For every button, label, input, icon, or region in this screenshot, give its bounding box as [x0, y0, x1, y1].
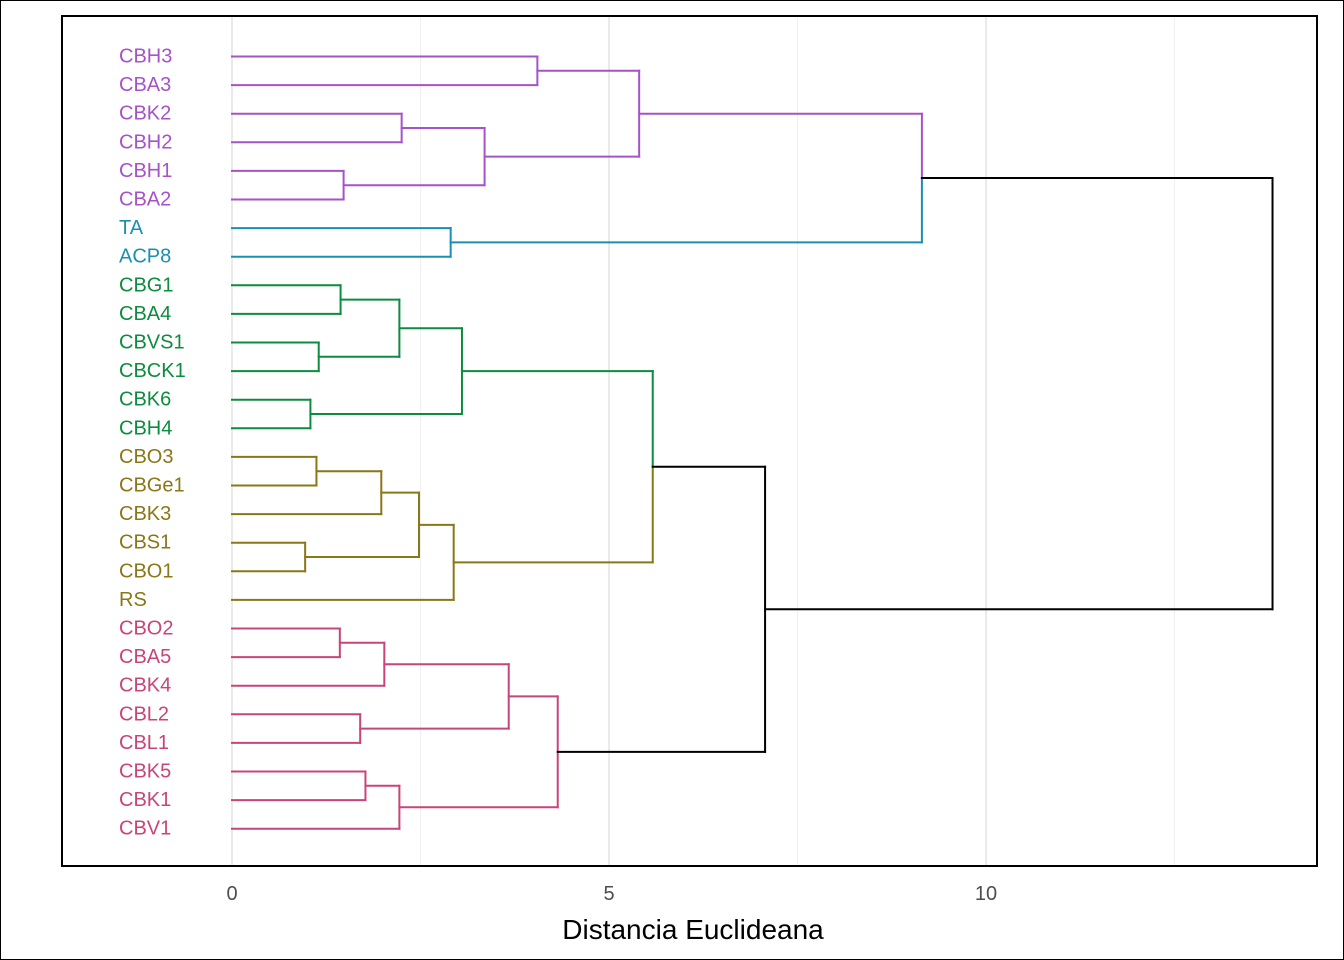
- leaf-label: CBVS1: [119, 332, 185, 354]
- leaf-label: CBO3: [119, 446, 173, 468]
- panel-border: [61, 15, 1318, 867]
- leaf-label: ACP8: [119, 246, 171, 268]
- dendrogram-branches: [231, 55, 1274, 830]
- x-tick-label: 10: [975, 883, 997, 905]
- leaf-label: CBH3: [119, 46, 172, 68]
- leaf-label: CBK4: [119, 675, 171, 697]
- leaf-labels: CBH3 CBA3 CBK2 CBH2 CBH1 CBA2 TA ACP8 CBG1 CBA4 CB…: [119, 46, 186, 840]
- leaf-label: CBV1: [119, 818, 171, 840]
- leaf-label: CBA2: [119, 189, 171, 211]
- leaf-label: CBG1: [119, 274, 173, 296]
- leaf-label: CBH2: [119, 131, 172, 153]
- leaf-label: CBO2: [119, 618, 173, 640]
- leaf-label: CBK1: [119, 789, 171, 811]
- x-tick-label: 5: [603, 883, 614, 905]
- leaf-label: RS: [119, 589, 147, 611]
- leaf-label: CBA5: [119, 646, 171, 668]
- leaf-label: CBL1: [119, 732, 169, 754]
- leaf-label: CBK6: [119, 389, 171, 411]
- leaf-label: CBA4: [119, 303, 171, 325]
- leaf-label: CBH4: [119, 417, 172, 439]
- grid-lines: [231, 17, 1175, 865]
- leaf-label: CBK5: [119, 761, 171, 783]
- leaf-label: CBGe1: [119, 475, 185, 497]
- leaf-label: CBS1: [119, 532, 171, 554]
- leaf-label: CBK3: [119, 503, 171, 525]
- x-tick-label: 0: [226, 883, 237, 905]
- leaf-label: CBL2: [119, 703, 169, 725]
- leaf-label: CBA3: [119, 74, 171, 96]
- leaf-label: CBO1: [119, 560, 173, 582]
- leaf-label: CBK2: [119, 103, 171, 125]
- leaf-label: CBCK1: [119, 360, 186, 382]
- leaf-label: CBH1: [119, 160, 172, 182]
- x-axis-ticks: 0 5 10: [226, 883, 997, 905]
- leaf-label: TA: [119, 217, 144, 239]
- x-axis-title: Distancia Euclideana: [562, 914, 824, 945]
